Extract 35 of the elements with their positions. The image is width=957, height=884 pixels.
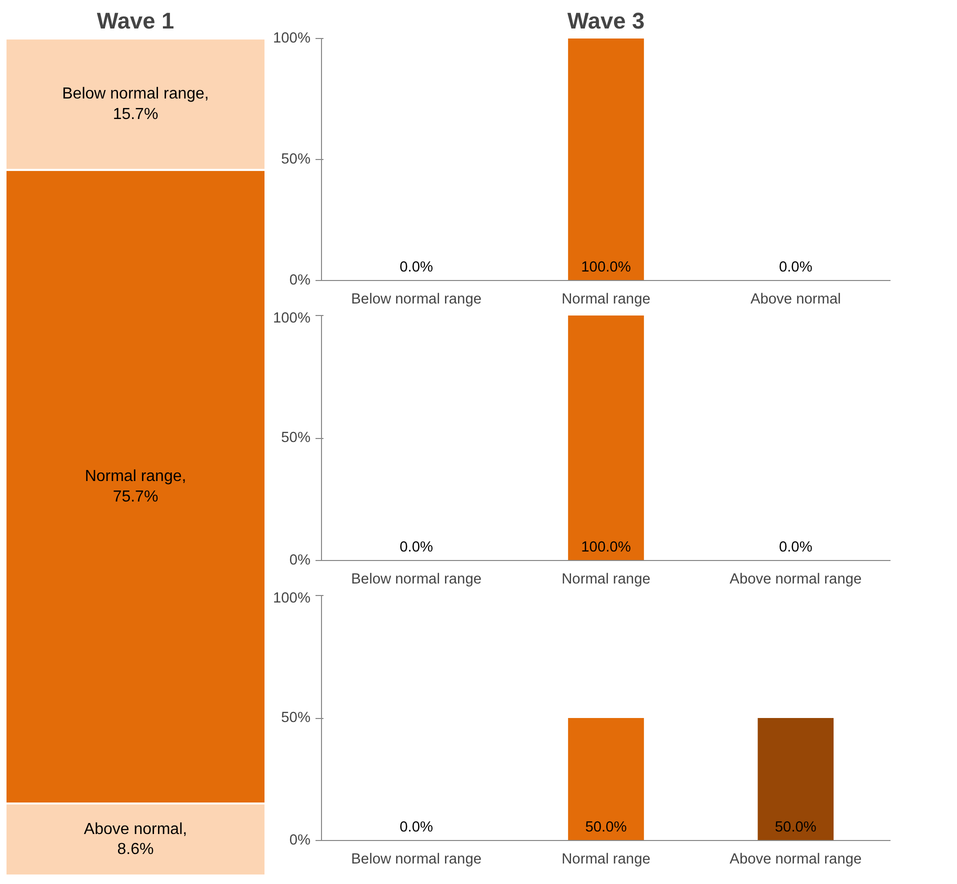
data-label: 0.0% <box>400 260 434 276</box>
data-label: 50.0% <box>774 820 816 836</box>
data-label: 8.6% <box>117 841 154 858</box>
data-label: 100.0% <box>581 260 631 276</box>
data-label: 75.7% <box>112 488 158 506</box>
data-label: 100.0% <box>581 540 631 556</box>
y-tick-label: 100% <box>273 590 311 606</box>
y-tick-label: 0% <box>289 272 311 288</box>
data-label: 0.0% <box>400 820 434 836</box>
data-label: 0.0% <box>778 540 812 556</box>
chart-title: Wave 1 <box>96 8 174 34</box>
data-label: 0.0% <box>400 540 434 556</box>
x-tick-label: Normal range <box>562 572 650 588</box>
x-tick-label: Above normal <box>750 292 841 308</box>
y-tick-label: 100% <box>273 310 311 326</box>
x-tick-label: Above normal range <box>730 852 862 868</box>
x-tick-label: Below normal range <box>351 572 482 588</box>
y-tick-label: 0% <box>289 832 311 848</box>
x-tick-label: Above normal range <box>730 572 862 588</box>
series-label: Normal range, <box>84 468 186 486</box>
x-tick-label: Below normal range <box>351 292 482 308</box>
chart-title: Wave 3 <box>567 8 645 34</box>
x-tick-label: Normal range <box>562 292 650 308</box>
data-label: 0.0% <box>778 260 812 276</box>
y-tick-label: 50% <box>281 152 311 168</box>
y-tick-label: 50% <box>281 430 311 446</box>
x-tick-label: Below normal range <box>351 852 482 868</box>
y-tick-label: 100% <box>273 30 311 46</box>
series-label: Below normal range, <box>62 86 209 103</box>
x-tick-label: Normal range <box>562 852 650 868</box>
y-tick-label: 0% <box>289 552 311 568</box>
y-tick-label: 50% <box>281 710 311 726</box>
data-label: 50.0% <box>585 820 627 836</box>
series-label: Above normal, <box>84 820 188 838</box>
data-label: 15.7% <box>112 106 158 123</box>
